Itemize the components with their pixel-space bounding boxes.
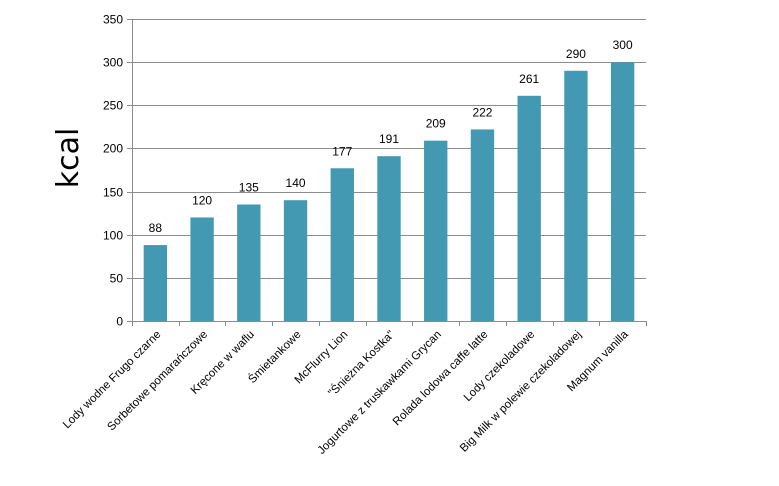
y-tick-label: 150 (103, 186, 123, 200)
data-label: 135 (239, 181, 259, 195)
data-label: 140 (286, 176, 306, 190)
data-label: 191 (379, 132, 399, 146)
bar (470, 129, 495, 321)
y-tick-labels: 0 50 100 150 200 250 300 350 (103, 13, 123, 329)
bar (610, 62, 635, 322)
bar (564, 70, 588, 322)
y-tick-label: 300 (103, 56, 123, 70)
data-label: 209 (426, 117, 446, 131)
bar (190, 217, 214, 321)
y-tick-label: 100 (103, 229, 123, 243)
y-tick-label: 350 (103, 13, 123, 27)
category-label: Lody wodne Frugo czarne (61, 329, 164, 432)
bar (237, 204, 261, 321)
data-label: 261 (519, 72, 539, 86)
axes (127, 19, 647, 326)
category-label: Rolada lodowa caffe latte (391, 329, 491, 429)
bar (517, 95, 541, 322)
bar (283, 200, 308, 321)
bar (330, 168, 354, 321)
category-label: Sorbetowe pomarańczowe (105, 329, 210, 434)
y-tick-label: 200 (103, 142, 123, 156)
data-label: 290 (566, 47, 586, 61)
bars (143, 62, 635, 322)
y-tick-label: 50 (110, 272, 124, 286)
y-tick-label: 0 (116, 315, 123, 329)
y-tick-label: 250 (103, 99, 123, 113)
data-label: 88 (149, 221, 163, 235)
data-label: 222 (472, 105, 492, 119)
data-label: 177 (332, 144, 352, 158)
data-labels: 88 120 135 140 177 191 209 222 261 290 300 (149, 38, 633, 235)
data-label: 300 (613, 38, 633, 52)
data-label: 120 (192, 193, 212, 207)
bar (377, 156, 401, 321)
bar (143, 245, 168, 321)
y-axis-title: kcal (51, 128, 86, 189)
bar (424, 140, 448, 321)
